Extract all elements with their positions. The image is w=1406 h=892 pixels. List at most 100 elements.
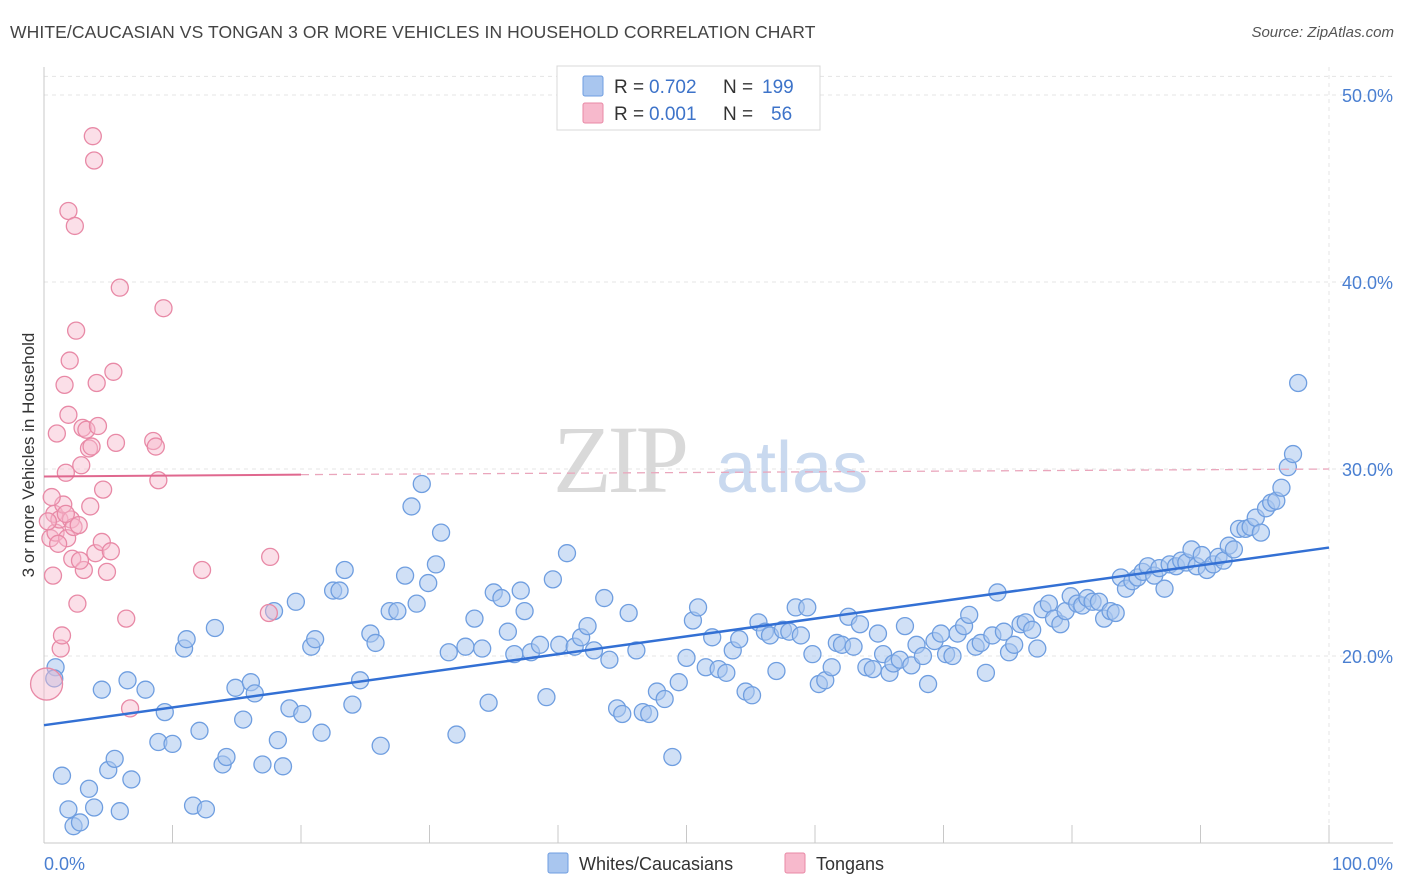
white-point <box>245 684 264 703</box>
tongan-point <box>117 609 136 628</box>
chart-title: WHITE/CAUCASIAN VS TONGAN 3 OR MORE VEHI… <box>10 22 816 42</box>
legend-n-value-whites: 199 <box>762 77 794 98</box>
white-point <box>717 663 736 682</box>
white-point <box>767 661 786 681</box>
white-point <box>688 598 708 617</box>
white-point <box>1251 523 1271 542</box>
tongan-point <box>57 529 77 548</box>
tongan-point <box>48 534 68 553</box>
white-point <box>286 592 306 611</box>
trend-line-whites <box>43 546 1330 727</box>
white-point <box>253 755 272 774</box>
white-point <box>822 658 841 677</box>
white-point <box>439 643 458 662</box>
white-point <box>419 573 438 593</box>
white-point <box>1272 478 1291 497</box>
white-point <box>1224 540 1244 559</box>
white-point <box>976 663 996 682</box>
y-tick-label: 20.0% <box>1342 647 1393 667</box>
white-point <box>268 731 288 750</box>
white-point <box>798 598 817 617</box>
white-point <box>844 637 863 656</box>
white-point <box>447 725 466 744</box>
white-point <box>305 630 325 649</box>
white-point <box>1028 639 1047 658</box>
white-point <box>92 680 111 699</box>
white-point <box>1283 444 1303 464</box>
legend-swatch-tongans <box>582 102 604 124</box>
trend-lines <box>43 468 1330 727</box>
tongan-point <box>51 639 70 658</box>
white-point <box>918 674 938 694</box>
legend-r-label: R = <box>614 104 644 125</box>
tongan-point <box>56 463 75 482</box>
white-point <box>863 659 882 679</box>
tongan-point <box>84 151 104 170</box>
tongan-point <box>47 424 66 443</box>
white-point <box>426 555 446 574</box>
legend-swatch-whites <box>582 75 604 97</box>
axes <box>43 67 1393 844</box>
tongan-point <box>86 544 105 563</box>
trend-line-tongans <box>43 473 302 478</box>
tongan-point <box>43 566 63 585</box>
white-point <box>226 678 245 697</box>
tongan-point <box>79 439 99 458</box>
bottom-legend: Whites/Caucasians Tongans <box>547 852 884 874</box>
tongan-point <box>154 299 173 318</box>
white-point <box>479 693 498 712</box>
white-point <box>498 622 518 641</box>
tongan-point <box>70 551 90 570</box>
series-whites-points <box>45 373 1308 836</box>
white-point <box>366 633 385 653</box>
white-point <box>730 630 749 649</box>
watermark: ZIP atlas <box>553 406 868 513</box>
tongan-point <box>77 420 96 439</box>
white-point <box>543 570 563 589</box>
white-point <box>70 813 90 832</box>
white-point <box>1106 603 1125 623</box>
bottom-legend-swatch-whites <box>547 852 569 874</box>
white-point <box>578 616 597 636</box>
white-point <box>557 544 577 563</box>
white-point <box>136 680 155 699</box>
legend-n-label: N = <box>723 104 753 125</box>
white-point <box>627 641 646 660</box>
tongan-point <box>261 547 280 567</box>
white-point <box>79 779 99 798</box>
white-point <box>640 704 659 724</box>
white-point <box>492 588 511 608</box>
white-point <box>850 615 870 634</box>
white-point <box>190 721 209 740</box>
tongan-point <box>56 504 75 524</box>
tongan-point <box>52 626 72 645</box>
white-point <box>960 605 979 625</box>
white-point <box>412 474 431 494</box>
white-point <box>613 704 632 724</box>
tongan-point <box>104 362 123 381</box>
white-point <box>619 603 638 623</box>
tongan-point <box>60 351 79 370</box>
chart-source: Source: ZipAtlas.com <box>1251 24 1394 41</box>
series-tongans-points <box>29 127 280 718</box>
white-point <box>803 644 822 664</box>
white-point <box>677 648 696 668</box>
white-point <box>388 601 407 621</box>
bottom-legend-label-whites: Whites/Caucasians <box>579 854 733 874</box>
y-tick-label: 50.0% <box>1342 86 1393 106</box>
white-point <box>595 588 614 608</box>
white-point <box>515 601 534 621</box>
tongan-point <box>97 562 117 582</box>
white-point <box>473 639 492 658</box>
tongan-point <box>106 433 126 452</box>
white-point <box>1155 579 1174 598</box>
y-tick-label: 40.0% <box>1342 273 1393 293</box>
tongan-point <box>93 480 113 499</box>
white-point <box>196 800 216 819</box>
legend-n-label: N = <box>723 77 753 98</box>
tongan-point <box>72 456 91 475</box>
tongan-point <box>110 278 129 297</box>
legend-entry-tongans: R = 0.001 N = 56 <box>582 102 792 125</box>
white-point <box>600 650 619 669</box>
tongan-point <box>38 512 58 531</box>
